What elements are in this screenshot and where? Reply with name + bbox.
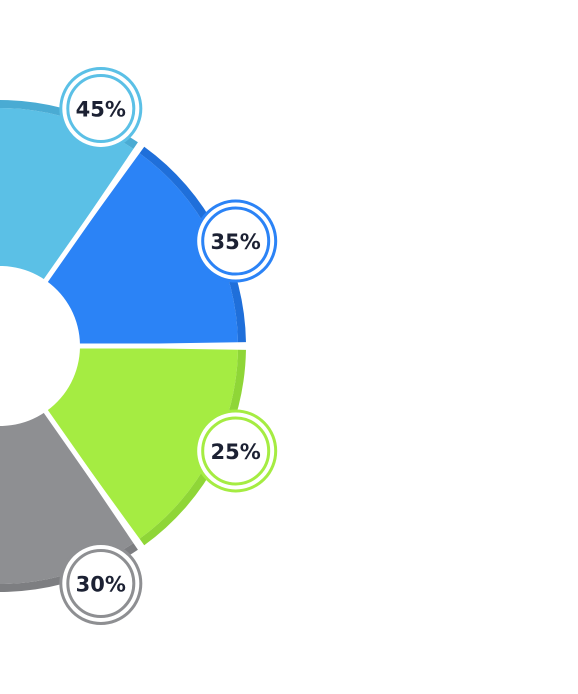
donut-slices [0,100,248,592]
percentage-label-1: 45% [76,98,126,122]
percentage-badge-4: 30% [59,541,143,625]
percentage-label-3: 25% [211,440,261,464]
donut-slice-rim-1 [0,100,138,149]
slice-separator [42,408,145,551]
percentage-badge-3: 25% [194,409,278,493]
percentage-badges: 45% 35% 25% 30% [59,67,278,625]
percentage-label-2: 35% [211,230,261,254]
slice-separator [42,141,145,284]
donut-slice-4 [0,412,134,584]
donut-slice-1 [0,108,134,280]
percentage-badge-2: 35% [194,199,278,283]
percentage-label-4: 30% [76,572,126,596]
donut-slice-3 [46,347,238,539]
percentage-badge-1: 45% [59,67,143,151]
donut-slice-2 [46,153,238,345]
donut-slice-rim-4 [0,543,138,592]
